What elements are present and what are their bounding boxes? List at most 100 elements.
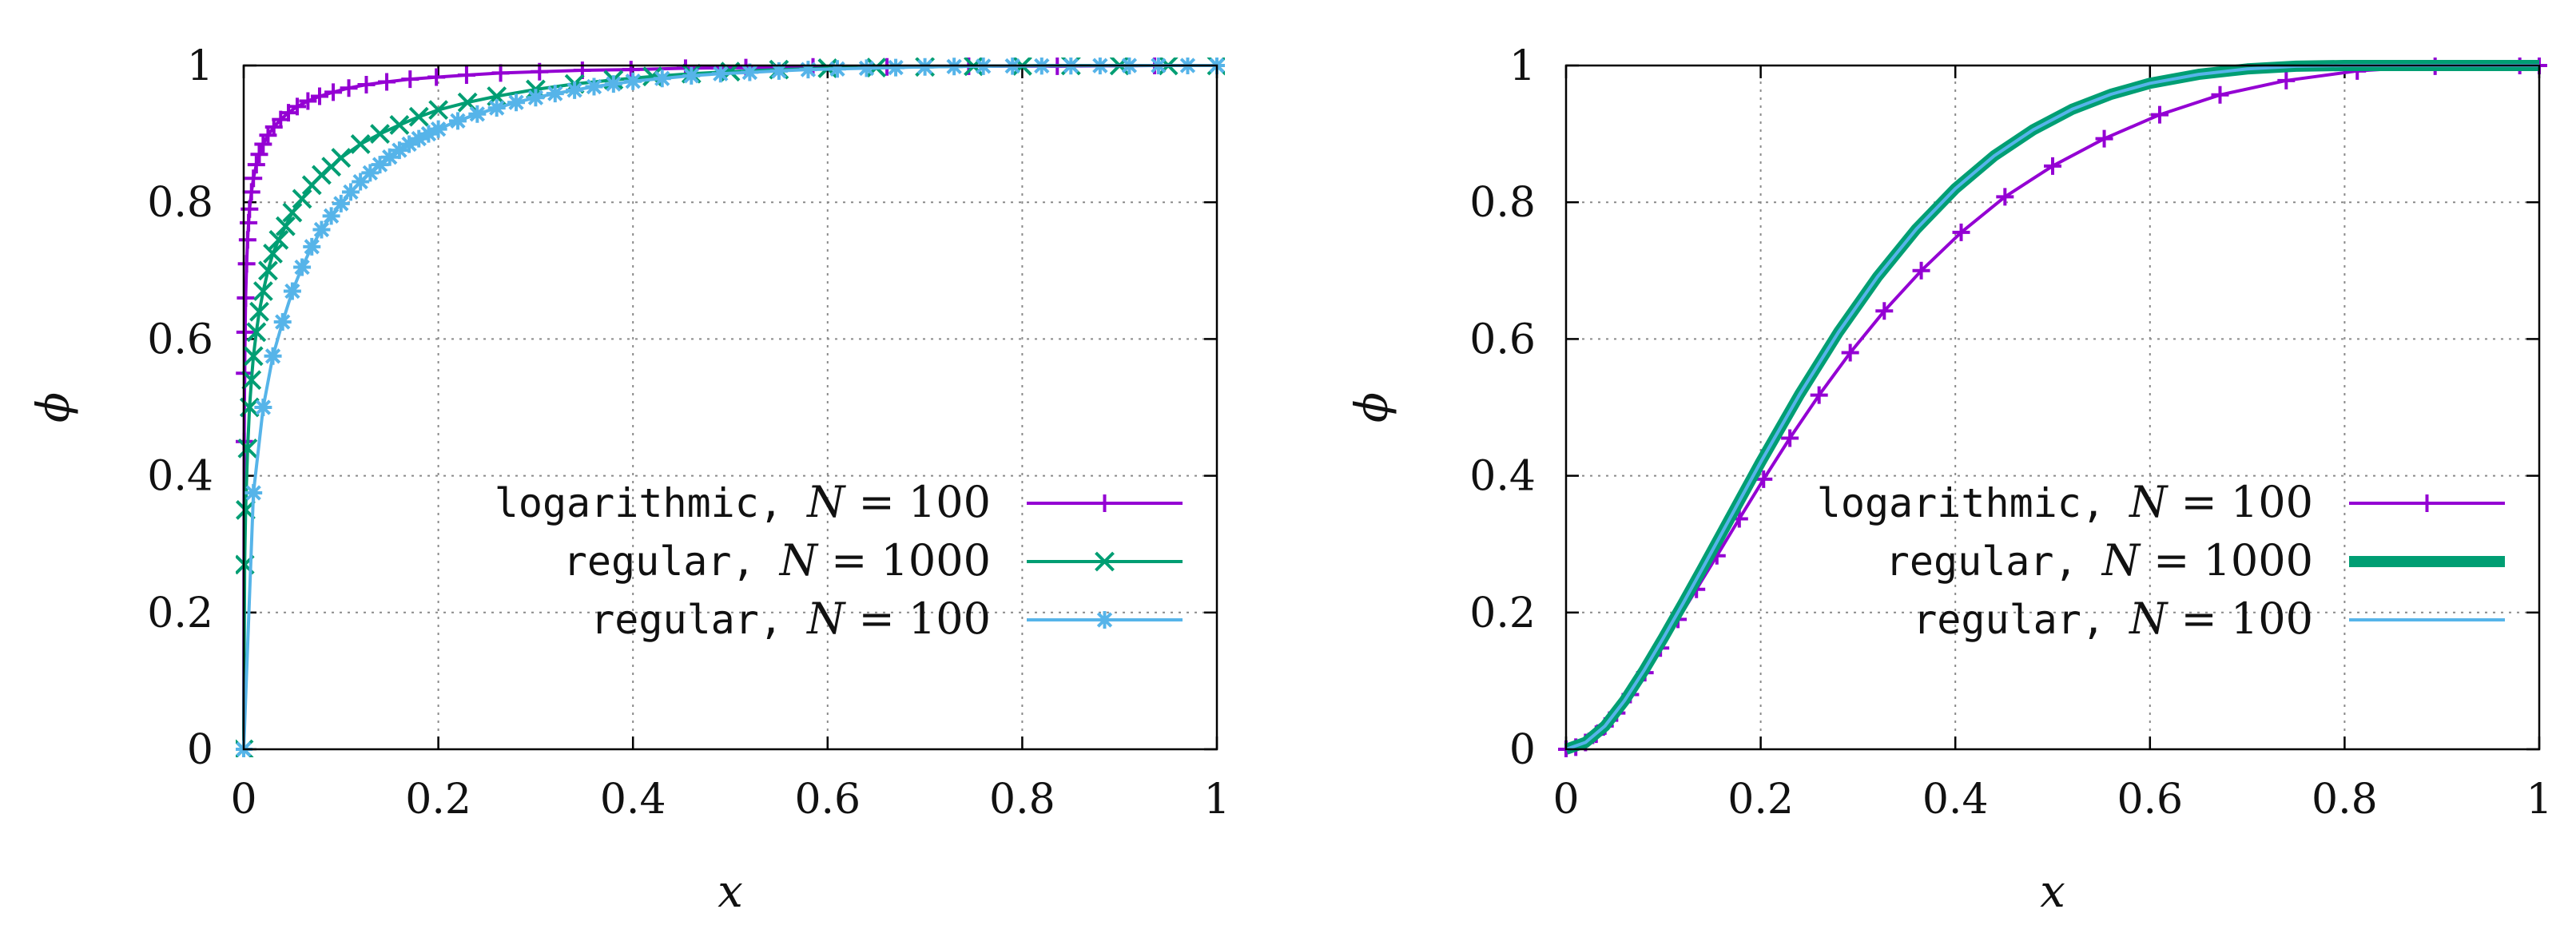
left-x-axis-label: x [718, 866, 743, 918]
right-xtick-label: 1 [2526, 776, 2552, 824]
right-ytick-label: 0.4 [1469, 453, 1536, 501]
left-series-line [242, 64, 1217, 750]
left-data-point [945, 58, 964, 76]
left-data-point [293, 258, 312, 276]
left-data-point [331, 148, 352, 168]
left-ytick-label: 0.2 [147, 590, 213, 637]
right-data-point [2044, 157, 2061, 175]
right-data-point [1755, 470, 1773, 488]
right-data-point [1912, 261, 1930, 280]
left-data-point [769, 62, 788, 80]
left-data-point [250, 145, 268, 164]
right-data-point [2095, 129, 2113, 148]
left-data-point [303, 237, 321, 256]
left-ytick-label: 1 [187, 42, 213, 90]
left-data-point [237, 289, 255, 308]
left-data-point [527, 89, 545, 107]
left-y-axis-label: ϕ [28, 392, 80, 423]
left-data-point [357, 75, 376, 93]
right-series-0 [1558, 58, 2547, 757]
left-data-point [249, 301, 269, 322]
right-legend-entry: regular, N = 1000 [1886, 535, 2505, 586]
left-data-point [244, 169, 263, 188]
left-data-point [254, 399, 272, 416]
left-ytick-label: 0.6 [147, 316, 213, 363]
left-legend-marker [1095, 551, 1115, 572]
left-data-point [429, 120, 447, 138]
left-data-point [264, 347, 282, 365]
left-data-point [487, 99, 506, 117]
left-data-point [916, 58, 934, 76]
left-data-point [352, 173, 370, 191]
right-data-point [1952, 223, 1970, 241]
right-ytick-label: 0.6 [1469, 316, 1536, 363]
left-legend-marker [1095, 611, 1114, 629]
left-data-point [288, 97, 306, 116]
left-data-point [340, 79, 358, 97]
left-data-point [254, 135, 272, 153]
left-data-point [237, 438, 258, 459]
left-data-point [241, 370, 262, 391]
right-xtick-label: 0.6 [2117, 776, 2183, 824]
left-xtick-label: 0 [230, 776, 256, 824]
left-xtick-label: 1 [1203, 776, 1230, 824]
left-legend-entry: regular, N = 100 [590, 594, 1183, 644]
left-series-line [242, 64, 1217, 750]
left-data-point [268, 229, 289, 250]
left-ytick-label: 0.4 [147, 453, 213, 501]
left-data-point [428, 100, 449, 121]
left-data-point [311, 87, 329, 105]
right-legend-label: logarithmic, N = 100 [1817, 477, 2313, 527]
left-data-point [711, 65, 729, 83]
left-data-point [275, 216, 296, 236]
left-data-point [263, 243, 283, 264]
left-data-point [857, 59, 876, 77]
left-data-point [242, 183, 260, 201]
right-data-point [1875, 302, 1894, 320]
left-legend-label: logarithmic, N = 100 [495, 477, 991, 527]
left-legend-label: regular, N = 1000 [563, 535, 991, 586]
right-plot-frame [1564, 64, 2541, 751]
left-data-point [546, 85, 564, 103]
left-data-point [653, 69, 671, 88]
left-data-point [258, 260, 278, 281]
left-data-point [491, 64, 510, 82]
left-data-point [370, 124, 390, 145]
right-xtick-label: 0.2 [1727, 776, 1794, 824]
left-data-point [390, 141, 408, 160]
left-data-point [427, 68, 446, 86]
left-data-point [410, 129, 428, 148]
right-legend-entry: regular, N = 100 [1913, 594, 2505, 644]
left-data-point [828, 60, 846, 78]
left-data-point [283, 282, 301, 300]
left-legend-entry: regular, N = 1000 [563, 535, 1183, 586]
left-data-point [322, 207, 340, 225]
left-data-point [408, 106, 429, 127]
left-legend-label: regular, N = 100 [590, 594, 991, 644]
left-data-point [400, 135, 419, 153]
left-data-point [378, 73, 396, 91]
right-xtick-label: 0.8 [2312, 776, 2378, 824]
left-data-point [332, 194, 350, 212]
left-data-point [350, 134, 371, 154]
right-xtick-label: 0.4 [1922, 776, 1989, 824]
right-data-point [2150, 105, 2169, 124]
left-data-point [244, 484, 263, 502]
right-x-axis-label: x [2040, 866, 2065, 918]
left-ytick-label: 0.8 [147, 179, 213, 227]
left-ytick-label: 0 [187, 726, 213, 774]
left-data-point [292, 189, 312, 209]
right-ytick-label: 0.2 [1469, 590, 1536, 637]
right-ytick-label: 1 [1509, 42, 1536, 90]
right-data-point [1781, 429, 1799, 447]
left-data-point [604, 75, 622, 93]
right-xtick-label: 0 [1552, 776, 1579, 824]
left-data-point [361, 164, 380, 182]
right-chart-panel: 0 0.2 0.4 0.6 0.8 1 0 0.2 0.4 0.6 0.8 1 x ϕ logarithmi… [1346, 42, 2553, 918]
left-data-point [282, 202, 303, 223]
left-data-point [448, 112, 467, 130]
left-data-point [887, 58, 905, 77]
left-data-point [682, 66, 701, 85]
left-data-point [246, 322, 267, 343]
left-data-point [371, 156, 389, 174]
